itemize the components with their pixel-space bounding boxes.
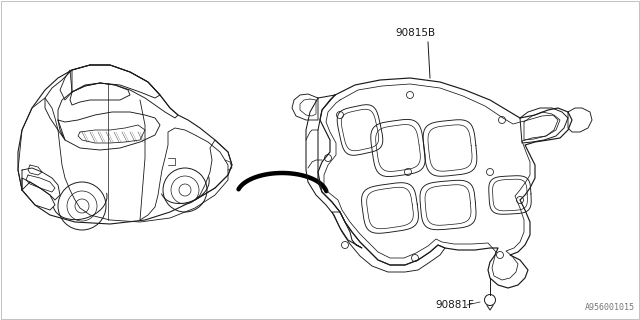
Text: 90815B: 90815B (395, 28, 435, 38)
Text: 90881F: 90881F (436, 300, 474, 310)
Text: A956001015: A956001015 (585, 303, 635, 312)
